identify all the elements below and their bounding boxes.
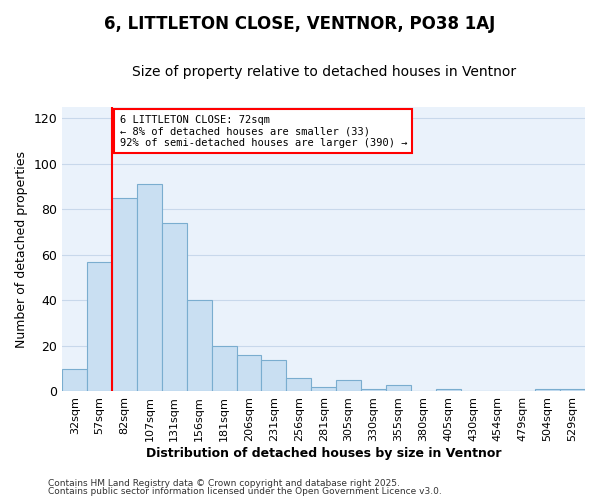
- Bar: [436, 389, 461, 392]
- Text: Contains public sector information licensed under the Open Government Licence v3: Contains public sector information licen…: [48, 487, 442, 496]
- Bar: [87, 262, 112, 392]
- Bar: [262, 360, 286, 392]
- Bar: [336, 380, 361, 392]
- Bar: [112, 198, 137, 392]
- Title: Size of property relative to detached houses in Ventnor: Size of property relative to detached ho…: [131, 65, 516, 79]
- Text: Contains HM Land Registry data © Crown copyright and database right 2025.: Contains HM Land Registry data © Crown c…: [48, 478, 400, 488]
- Text: 6, LITTLETON CLOSE, VENTNOR, PO38 1AJ: 6, LITTLETON CLOSE, VENTNOR, PO38 1AJ: [104, 15, 496, 33]
- Bar: [361, 389, 386, 392]
- Bar: [187, 300, 212, 392]
- Bar: [137, 184, 162, 392]
- Bar: [386, 384, 411, 392]
- Bar: [286, 378, 311, 392]
- Text: 6 LITTLETON CLOSE: 72sqm
← 8% of detached houses are smaller (33)
92% of semi-de: 6 LITTLETON CLOSE: 72sqm ← 8% of detache…: [119, 114, 407, 148]
- Bar: [236, 355, 262, 392]
- Bar: [212, 346, 236, 392]
- Y-axis label: Number of detached properties: Number of detached properties: [15, 150, 28, 348]
- Bar: [62, 368, 87, 392]
- Bar: [311, 387, 336, 392]
- Bar: [535, 389, 560, 392]
- Bar: [162, 223, 187, 392]
- Bar: [560, 389, 585, 392]
- X-axis label: Distribution of detached houses by size in Ventnor: Distribution of detached houses by size …: [146, 447, 502, 460]
